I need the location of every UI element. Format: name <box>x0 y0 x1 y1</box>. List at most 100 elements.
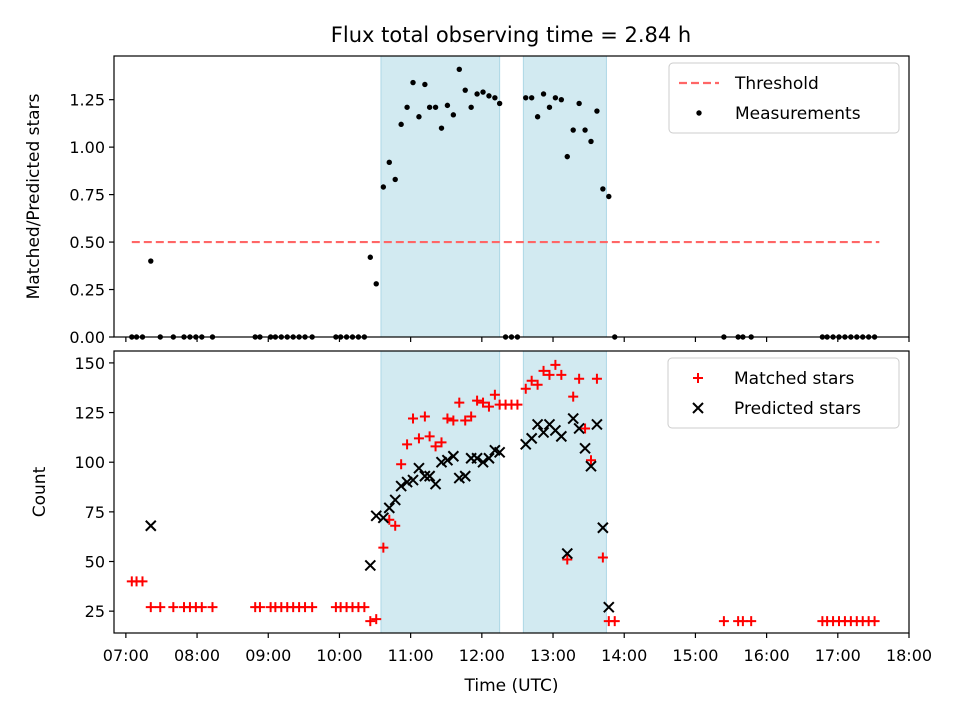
matched-star-marker <box>442 413 453 424</box>
legend-measurement-swatch <box>696 110 702 116</box>
measurement-point <box>528 95 535 101</box>
predicted-star-marker <box>423 470 436 482</box>
top-panel: 0.00 0.25 0.50 0.75 1.00 1.25 Matched/Predict… <box>24 55 910 347</box>
measurement-point <box>432 104 439 110</box>
x-tick-label: 10:00 <box>316 646 362 665</box>
matched-star-marker <box>168 602 179 613</box>
predicted-star-marker <box>441 454 454 466</box>
measurement-point <box>606 193 612 200</box>
matched-star-marker <box>396 459 407 470</box>
predicted-star-marker <box>395 480 407 492</box>
predicted-star-marker <box>573 422 585 435</box>
shaded-interval-2 <box>522 55 607 338</box>
measurement-point <box>496 100 503 107</box>
matched-star-marker <box>207 602 218 613</box>
measurement-point <box>468 104 474 110</box>
measurement-point <box>570 127 576 133</box>
matched-star-marker <box>869 616 880 627</box>
matched-star-marker <box>538 365 549 376</box>
measurement-point <box>523 95 529 101</box>
predicted-star-marker <box>145 520 157 532</box>
matched-star-marker <box>359 602 370 613</box>
matched-star-marker <box>408 413 419 424</box>
predicted-star-marker <box>447 450 460 462</box>
matched-star-marker <box>532 379 543 390</box>
measurement-point <box>588 138 594 145</box>
top-y-tick-label: 1.25 <box>69 91 105 110</box>
measurement-point <box>404 104 410 110</box>
measurement-point <box>392 176 398 183</box>
legend-predicted-swatch <box>692 402 704 414</box>
measurement-point <box>552 95 559 101</box>
predicted-star-marker <box>603 601 615 613</box>
matched-star-marker <box>568 391 579 402</box>
matched-star-marker <box>562 554 573 565</box>
measurement-point <box>486 93 492 99</box>
measurement-point <box>410 79 416 86</box>
matched-star-marker <box>448 415 459 426</box>
matched-star-marker <box>390 520 401 531</box>
measurement-point <box>426 104 433 110</box>
matched-star-marker <box>424 431 435 442</box>
bottom-axes-frame <box>113 350 910 634</box>
matched-star-marker <box>586 455 596 466</box>
measurement-point <box>540 91 547 97</box>
predicted-star-marker <box>537 426 550 439</box>
predicted-star-marker <box>493 446 506 458</box>
top-x-axis-ticks <box>125 337 910 342</box>
matched-star-marker <box>597 552 608 563</box>
matched-star-marker <box>145 602 156 613</box>
legend-label: Predicted stars <box>734 399 861 419</box>
predicted-star-marker <box>483 452 495 464</box>
measurement-point <box>380 184 387 190</box>
top-y-axis-label: Matched/Predicted stars <box>24 93 44 299</box>
matched-star-marker <box>472 395 483 406</box>
x-tick-label: 12:00 <box>459 646 505 665</box>
measurement-point <box>600 186 606 192</box>
matched-star-marker <box>196 602 207 613</box>
matched-star-marker <box>526 375 537 386</box>
predicted-star-marker <box>567 412 579 425</box>
measurement-point <box>386 159 392 166</box>
measurement-point <box>564 153 570 160</box>
measurement-point <box>148 258 154 264</box>
measurement-point <box>474 91 480 97</box>
predicted-star-marker <box>579 442 591 455</box>
measurement-point <box>367 254 373 260</box>
x-tick-label: 17:00 <box>815 646 861 665</box>
predicted-star-marker <box>561 547 573 560</box>
predicted-star-marker <box>597 522 609 534</box>
matched-star-marker <box>746 616 757 627</box>
matched-star-marker <box>430 441 441 452</box>
matched-star-marker <box>402 439 413 450</box>
matched-star-marker <box>512 399 523 410</box>
bottom-y-axis-ticks: 25 50 75 100 125 150 <box>74 354 114 621</box>
measurement-point <box>582 127 588 133</box>
measurement-point <box>492 95 498 101</box>
top-axes-frame <box>113 55 910 338</box>
matched-star-marker <box>718 616 729 627</box>
predicted-star-marker <box>383 502 395 514</box>
bottom-y-tick-label: 100 <box>74 453 105 472</box>
matched-star-marker <box>371 614 382 625</box>
bottom-y-tick-label: 75 <box>85 503 105 522</box>
matched-star-marker <box>550 359 561 370</box>
matched-star-marker <box>419 411 430 422</box>
top-shaded-intervals <box>380 55 607 338</box>
top-y-axis-ticks: 0.00 0.25 0.50 0.75 1.00 1.25 <box>69 91 114 347</box>
matched-star-marker <box>489 389 500 400</box>
measurement-point <box>558 96 565 103</box>
shaded-interval-1 <box>380 55 501 338</box>
measurement-point <box>594 108 600 114</box>
measurement-point <box>534 114 541 120</box>
shaded-interval-2 <box>522 350 607 634</box>
matched-star-marker <box>483 401 494 412</box>
bottom-x-axis-ticks: 07:00 08:00 09:00 10:00 11:00 12:00 13:00 14:00… <box>103 633 932 665</box>
matched-star-marker <box>609 616 620 627</box>
top-y-tick-label: 0.00 <box>69 328 105 347</box>
legend-label: Measurements <box>735 104 861 124</box>
x-tick-label: 13:00 <box>530 646 576 665</box>
bottom-shaded-intervals <box>380 350 607 634</box>
measurement-point <box>450 112 457 118</box>
matched-star-marker <box>544 369 555 380</box>
